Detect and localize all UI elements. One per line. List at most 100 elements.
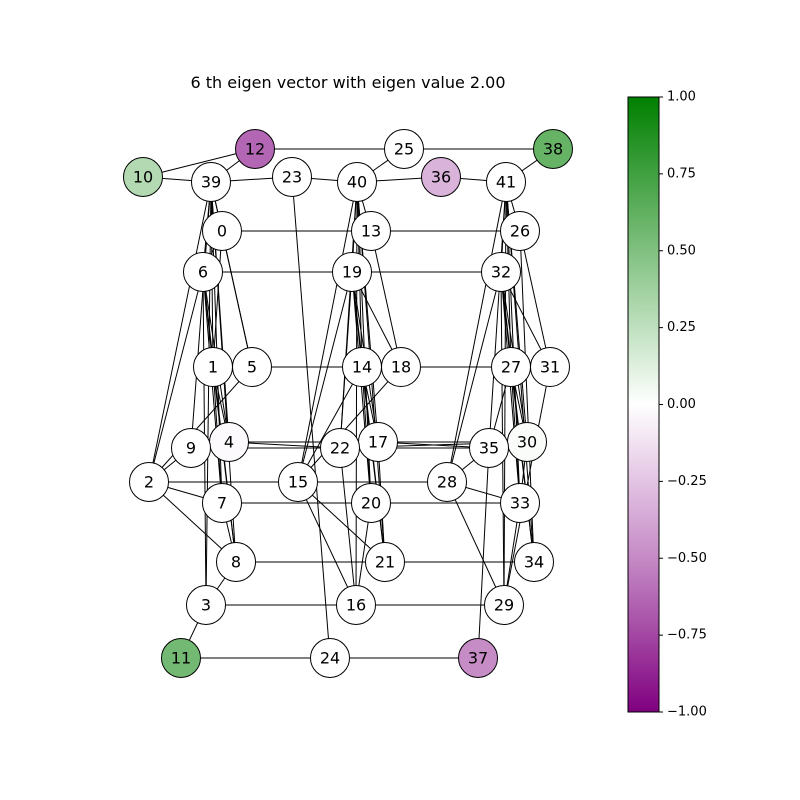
node-circle (500, 483, 540, 523)
node-layer: 0123456789101112131415161718192021222324… (123, 129, 573, 678)
node-label: 21 (375, 553, 395, 572)
node-4: 4 (209, 422, 249, 462)
node-circle (278, 462, 318, 502)
node-circle (351, 483, 391, 523)
node-label: 5 (247, 358, 257, 377)
node-circle (427, 462, 467, 502)
colorbar-tick-label: −1.00 (667, 705, 707, 720)
colorbar-tick-label: 0.25 (667, 320, 696, 335)
node-circle (484, 585, 524, 625)
node-circle (232, 347, 272, 387)
node-40: 40 (337, 162, 377, 202)
node-circle (129, 462, 169, 502)
node-5: 5 (232, 347, 272, 387)
node-label: 41 (496, 173, 516, 192)
edge-18-15 (297, 366, 402, 483)
edge-28-29 (446, 481, 505, 606)
node-circle (186, 585, 226, 625)
node-label: 40 (347, 173, 367, 192)
edge-41-28 (446, 181, 507, 483)
node-14: 14 (342, 347, 382, 387)
node-label: 22 (330, 439, 350, 458)
node-label: 24 (320, 649, 340, 668)
node-38: 38 (533, 129, 573, 169)
node-9: 9 (171, 428, 211, 468)
node-label: 31 (540, 358, 560, 377)
node-label: 37 (468, 649, 488, 668)
edge-35-37 (477, 447, 490, 659)
node-39: 39 (191, 162, 231, 202)
node-11: 11 (161, 638, 201, 678)
node-circle (161, 638, 201, 678)
node-label: 20 (361, 494, 381, 513)
node-35: 35 (469, 428, 509, 468)
node-circle (384, 129, 424, 169)
edge-6-7 (202, 271, 223, 504)
edge-39-3 (205, 181, 212, 606)
edge-40-16 (355, 181, 358, 606)
edge-6-2 (148, 271, 204, 483)
edge-26-31 (519, 230, 551, 368)
node-label: 19 (342, 263, 362, 282)
node-circle (337, 162, 377, 202)
node-label: 6 (198, 263, 208, 282)
node-label: 29 (494, 596, 514, 615)
node-label: 17 (368, 433, 388, 452)
node-15: 15 (278, 462, 318, 502)
node-circle (235, 129, 275, 169)
node-30: 30 (507, 422, 547, 462)
colorbar-tick-label: 0.00 (667, 397, 696, 412)
node-label: 18 (391, 358, 411, 377)
colorbar-tick-label: 0.75 (667, 166, 696, 181)
node-6: 6 (183, 252, 223, 292)
node-circle (202, 211, 242, 251)
node-circle (365, 542, 405, 582)
edge-32-33 (500, 271, 521, 504)
node-label: 30 (517, 433, 537, 452)
chart-title: 6 th eigen vector with eigen value 2.00 (190, 73, 505, 92)
colorbar-ticks: 1.00 0.75 0.50 0.25 0.00 −0.25 −0.50 −0.75 −1.00 (659, 90, 707, 720)
node-label: 26 (510, 222, 530, 241)
node-label: 32 (491, 263, 511, 282)
node-label: 0 (217, 222, 227, 241)
edge-27-34 (510, 366, 535, 563)
node-label: 11 (171, 649, 191, 668)
node-label: 12 (245, 140, 265, 159)
node-label: 38 (543, 140, 563, 159)
node-8: 8 (216, 542, 256, 582)
edge-0-5 (221, 230, 253, 368)
node-label: 39 (201, 173, 221, 192)
node-circle (332, 252, 372, 292)
node-label: 2 (144, 473, 154, 492)
node-label: 1 (208, 358, 218, 377)
node-circle (381, 347, 421, 387)
colorbar-tick-label: 0.50 (667, 243, 696, 258)
node-circle (481, 252, 521, 292)
node-circle (320, 428, 360, 468)
node-circle (310, 638, 350, 678)
node-12: 12 (235, 129, 275, 169)
node-41: 41 (486, 162, 526, 202)
node-label: 4 (224, 433, 234, 452)
node-label: 10 (133, 168, 153, 187)
node-circle (351, 211, 391, 251)
node-18: 18 (381, 347, 421, 387)
edge-19-15 (297, 271, 353, 483)
node-circle (486, 162, 526, 202)
node-label: 3 (201, 596, 211, 615)
node-label: 25 (394, 140, 414, 159)
node-label: 13 (361, 222, 381, 241)
node-19: 19 (332, 252, 372, 292)
colorbar: 1.00 0.75 0.50 0.25 0.00 −0.25 −0.50 −0.75 −1.00 (627, 90, 707, 720)
node-label: 33 (510, 494, 530, 513)
node-circle (500, 211, 540, 251)
colorbar-gradient (627, 96, 660, 713)
node-21: 21 (365, 542, 405, 582)
edge-14-15 (297, 366, 363, 483)
node-label: 8 (231, 553, 241, 572)
node-31: 31 (530, 347, 570, 387)
node-17: 17 (358, 422, 398, 462)
node-27: 27 (491, 347, 531, 387)
colorbar-tick-label: −0.25 (667, 474, 707, 489)
